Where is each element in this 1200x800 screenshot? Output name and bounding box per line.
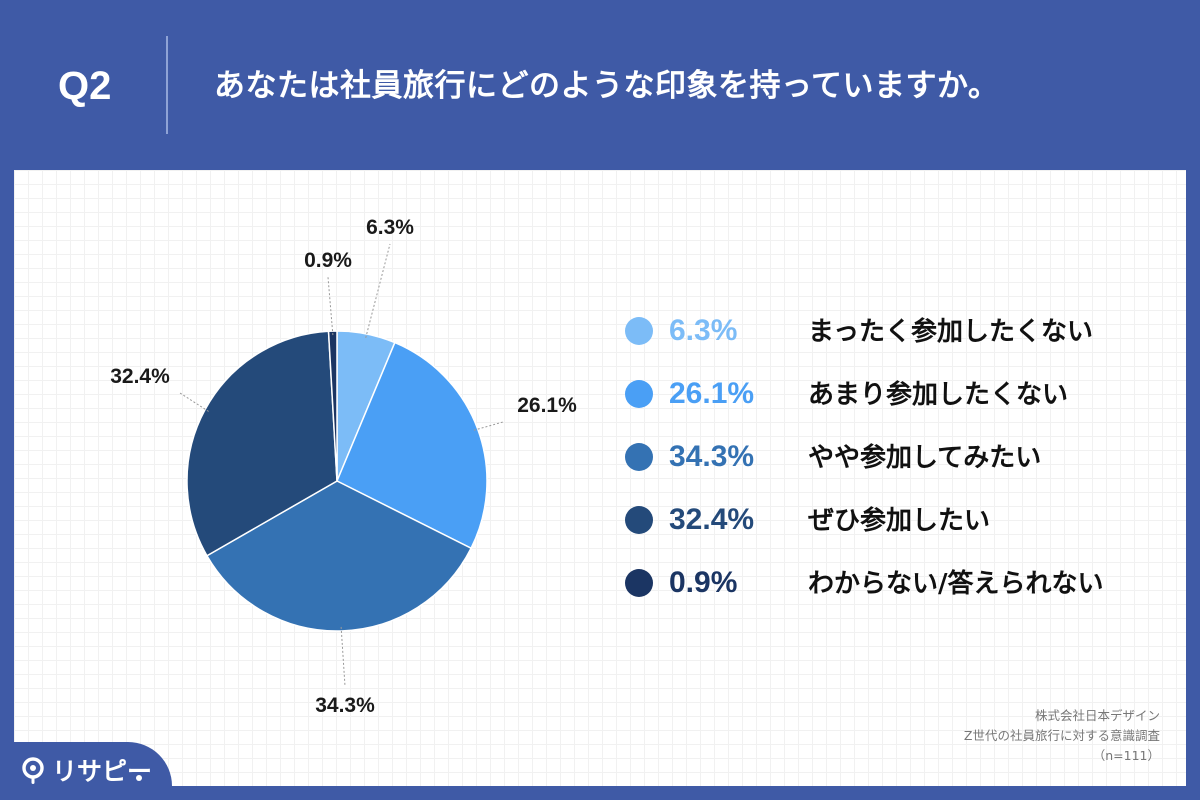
legend-item-1: 6.3% まったく参加したくない	[625, 300, 1185, 363]
pie-slice-2	[336, 341, 488, 550]
legend-value: 34.3%	[669, 440, 755, 473]
magnifier-pin-icon	[22, 757, 44, 784]
leader-line-1	[365, 243, 391, 338]
pie-slice-4	[186, 330, 338, 557]
legend-value: 0.9%	[669, 566, 738, 599]
legend-item-4: 32.4% ぜひ参加したい	[625, 489, 1185, 552]
legend-item-2: 26.1% あまり参加したくない	[625, 363, 1185, 426]
source-sample: （n=111）	[1092, 748, 1160, 763]
slice-label-3: 34.3%	[315, 694, 375, 717]
legend-value: 26.1%	[669, 377, 755, 410]
question-title: あなたは社員旅行にどのような印象を持っていますか。	[214, 68, 1000, 104]
leader-line-5	[327, 276, 334, 336]
legend-swatch	[625, 443, 653, 471]
legend-value: 6.3%	[669, 314, 738, 347]
legend-value: 32.4%	[669, 503, 755, 536]
question-number: Q2	[58, 64, 112, 108]
legend-label: ぜひ参加したい	[808, 506, 991, 536]
header: Q2 あなたは社員旅行にどのような印象を持っていますか。	[0, 0, 1200, 170]
slice-label-1: 6.3%	[366, 216, 414, 239]
brand-dot	[136, 775, 142, 781]
source-survey: Z世代の社員旅行に対する意識調査	[963, 728, 1160, 743]
legend-label: やや参加してみたい	[808, 443, 1042, 473]
leader-line-2	[473, 421, 504, 431]
legend-swatch	[625, 317, 653, 345]
legend-item-5: 0.9% わからない/答えられない	[625, 552, 1185, 615]
source-note: 株式会社日本デザイン Z世代の社員旅行に対する意識調査 （n=111）	[964, 706, 1160, 766]
header-divider	[166, 36, 168, 134]
source-company: 株式会社日本デザイン	[1034, 708, 1160, 723]
brand-logo: リサピー	[0, 742, 172, 800]
pie-slice-5	[327, 330, 338, 482]
slice-label-5: 0.9%	[304, 249, 352, 272]
legend-swatch	[625, 380, 653, 408]
legend-label: あまり参加したくない	[808, 380, 1069, 410]
legend-label: わからない/答えられない	[808, 569, 1104, 599]
brand-name: リサピー	[52, 757, 153, 786]
legend-item-3: 34.3% やや参加してみたい	[625, 426, 1185, 489]
legend-label: まったく参加したくない	[808, 317, 1093, 347]
slice-label-4: 32.4%	[110, 365, 170, 388]
leader-line-3	[340, 626, 346, 687]
legend-swatch	[625, 569, 653, 597]
legend-swatch	[625, 506, 653, 534]
legend: 6.3% まったく参加したくない 26.1% あまり参加したくない 34.3% やや参加し…	[625, 300, 1185, 615]
leader-line-4	[179, 392, 209, 412]
slice-label-2: 26.1%	[517, 394, 577, 417]
